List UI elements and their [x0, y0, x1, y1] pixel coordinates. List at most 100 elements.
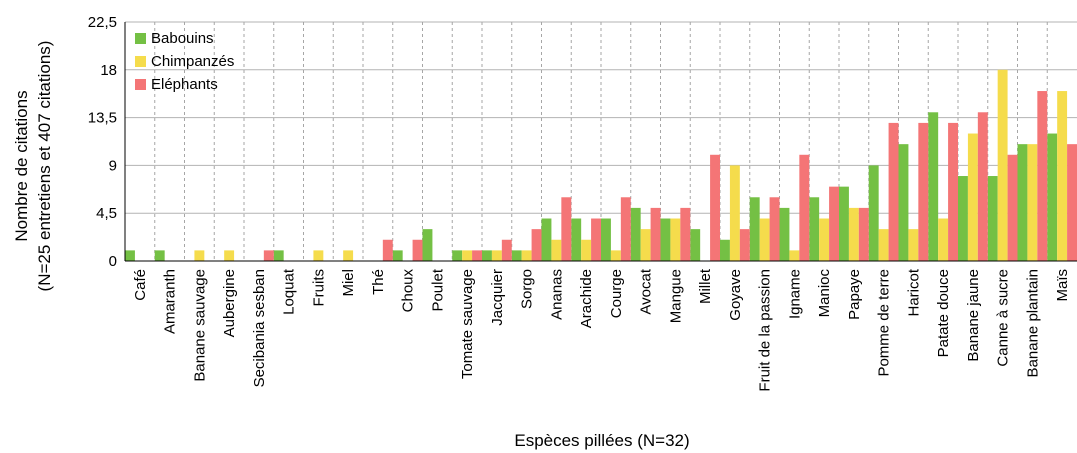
bar	[1017, 144, 1028, 261]
category-label: Banane jaune	[965, 269, 982, 362]
y-tick-label: 22,5	[88, 14, 117, 31]
category-label: Manioc	[816, 269, 833, 318]
bar	[224, 250, 235, 261]
bar	[462, 250, 473, 261]
axes	[124, 22, 1077, 262]
bar	[749, 197, 760, 261]
bar	[561, 197, 572, 261]
legend-label: Babouins	[151, 30, 214, 47]
y-axis-title-line-2: (N=25 entretiens et 407 citations)	[35, 41, 54, 292]
bar	[541, 218, 552, 261]
bar	[819, 218, 830, 261]
category-label: Poulet	[429, 268, 446, 311]
category-label: Aubergine	[221, 269, 238, 337]
category-label: Miel	[340, 269, 357, 297]
category-label: Patate douce	[935, 269, 952, 357]
legend-swatch	[135, 33, 146, 44]
bar	[789, 250, 800, 261]
bar	[690, 229, 701, 261]
bar	[630, 207, 641, 261]
bar	[1047, 133, 1058, 261]
bar	[1037, 91, 1048, 262]
bar	[660, 218, 671, 261]
y-tick-labels: 0 4,5 9 13,5 18 22,5	[88, 14, 117, 270]
bar	[640, 229, 651, 261]
bar	[888, 122, 899, 262]
bar	[491, 250, 502, 261]
bar	[928, 112, 939, 262]
y-tick-label: 4,5	[96, 205, 117, 222]
bar	[680, 207, 691, 261]
bar	[194, 250, 205, 261]
category-label: Millet	[697, 268, 714, 304]
category-label: Avocat	[638, 268, 655, 314]
bar	[779, 207, 790, 261]
category-label: Arachide	[578, 269, 595, 328]
category-label: Canne à sucre	[995, 269, 1012, 367]
category-label: Banane plantain	[1024, 269, 1041, 377]
bar	[343, 250, 354, 261]
category-label: Jacquier	[489, 269, 506, 326]
bar	[799, 154, 810, 261]
category-label: Choux	[400, 269, 417, 313]
bar	[898, 144, 909, 261]
bar	[948, 122, 958, 262]
bar	[620, 197, 631, 261]
category-label: Café	[132, 269, 149, 301]
bar	[848, 207, 859, 261]
bar	[392, 250, 403, 261]
bar	[868, 165, 879, 261]
bar	[670, 218, 681, 261]
bar	[977, 112, 988, 262]
bar	[650, 207, 661, 261]
bar	[125, 250, 135, 261]
bar	[412, 239, 423, 261]
category-label: Fruit de la passion	[757, 269, 774, 392]
bar	[759, 218, 770, 261]
bar	[987, 176, 998, 261]
bar	[769, 197, 780, 261]
bar	[967, 133, 978, 261]
bar	[858, 207, 869, 261]
bar	[878, 229, 889, 261]
x-axis-title: Espèces pillées (N=32)	[514, 431, 689, 450]
bar	[511, 250, 522, 261]
bar	[908, 229, 919, 261]
bar	[313, 250, 324, 261]
y-tick-label: 18	[100, 62, 117, 79]
y-tick-label: 0	[109, 253, 117, 270]
y-axis-title-line-1: Nombre de citations	[12, 90, 31, 241]
legend-label: Chimpanzés	[151, 53, 234, 70]
legend: Babouins Chimpanzés Eléphants	[135, 30, 234, 93]
category-label: Goyave	[727, 269, 744, 321]
bar	[1027, 144, 1038, 261]
bar	[581, 239, 592, 261]
bar	[729, 165, 740, 261]
legend-label: Eléphants	[151, 76, 218, 93]
category-label: Ananas	[548, 269, 565, 320]
category-label: Courge	[608, 269, 625, 318]
legend-swatch	[135, 56, 146, 67]
category-label: Banane sauvage	[191, 269, 208, 382]
bar	[958, 176, 968, 261]
bar	[382, 239, 393, 261]
bar	[1057, 91, 1068, 262]
bar	[610, 250, 621, 261]
category-label: Mangue	[667, 269, 684, 323]
bar	[521, 250, 532, 261]
bar	[531, 229, 542, 261]
category-label: Papaye	[846, 269, 863, 320]
bar	[263, 250, 274, 261]
category-label: Fruits	[310, 269, 327, 307]
bar	[551, 239, 562, 261]
bar	[829, 186, 839, 261]
bar	[938, 218, 949, 261]
category-label: Sorgo	[519, 269, 536, 309]
bar	[739, 229, 750, 261]
bar	[571, 218, 582, 261]
bar	[472, 250, 482, 261]
category-label: Loquat	[281, 268, 298, 315]
bar	[1067, 144, 1077, 261]
category-label: Secibania sesban	[251, 269, 268, 387]
